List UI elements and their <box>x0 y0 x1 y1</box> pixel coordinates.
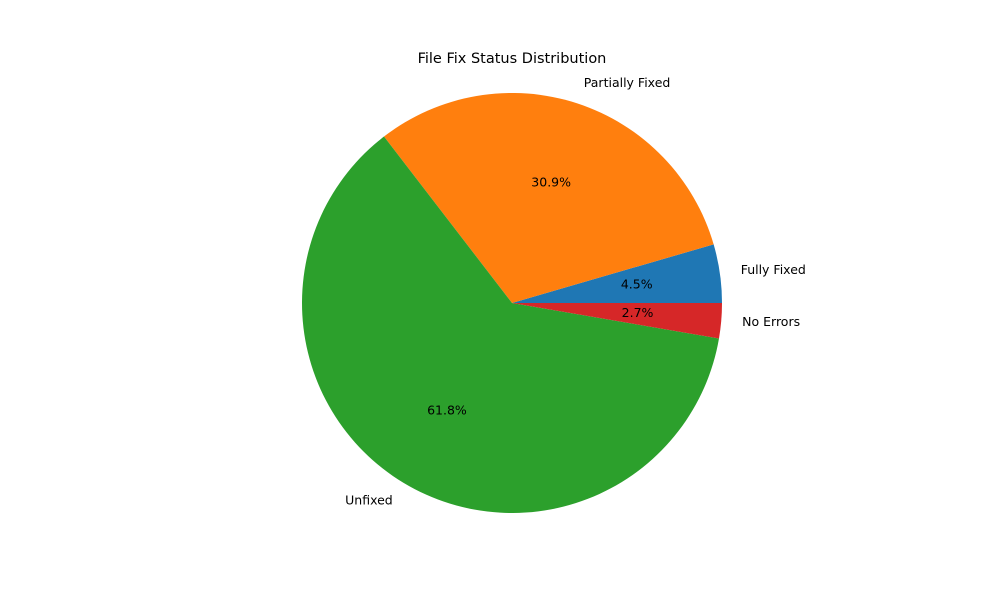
slice-percent-unfixed: 61.8% <box>427 402 467 417</box>
pie-slice-fully-fixed <box>512 244 722 303</box>
pie-slice-partially-fixed <box>383 93 714 303</box>
slice-label-fully-fixed: Fully Fixed <box>741 262 806 277</box>
pie-slice-no-errors <box>512 303 722 339</box>
pie-slice-unfixed <box>302 136 719 513</box>
chart-title: File Fix Status Distribution <box>418 51 607 67</box>
labels-layer: Fully Fixed 4.5% Partially Fixed 30.9% Unfix… <box>345 75 806 507</box>
slice-label-no-errors: No Errors <box>742 314 800 329</box>
slice-percent-fully-fixed: 4.5% <box>621 277 653 292</box>
slice-label-partially-fixed: Partially Fixed <box>584 75 671 90</box>
slice-percent-no-errors: 2.7% <box>622 305 654 320</box>
slice-percent-partially-fixed: 30.9% <box>531 175 571 190</box>
slice-label-unfixed: Unfixed <box>345 492 393 507</box>
slices-layer <box>302 93 722 513</box>
